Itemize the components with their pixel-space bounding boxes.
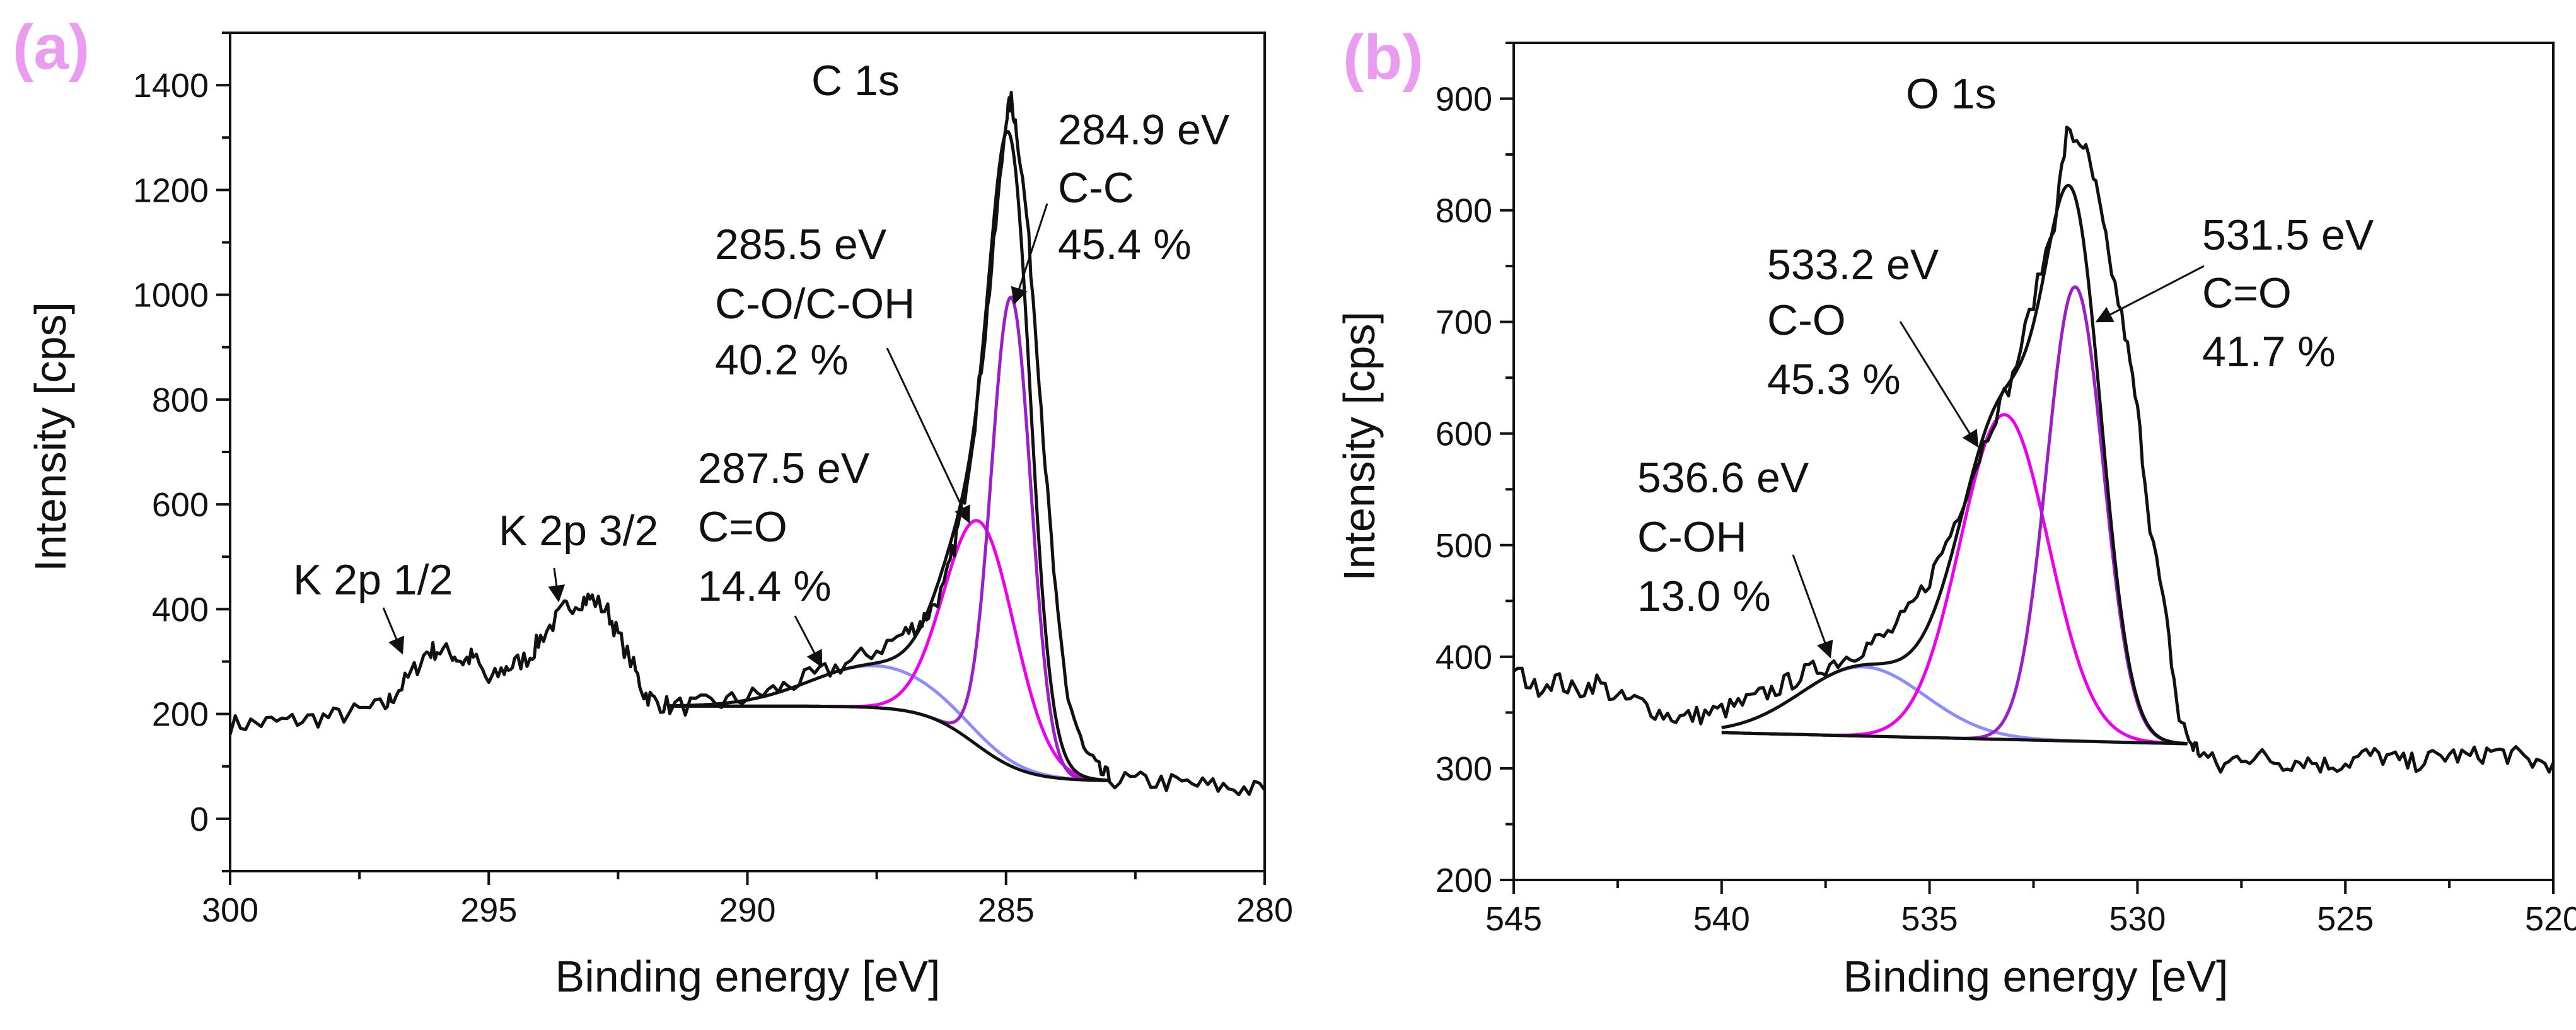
arrow-c=o-b	[2095, 265, 2205, 323]
plot-area-a: 300 295 290 285 280 0 200 400 600 800 1000 1200 1400	[133, 32, 1293, 929]
y-tick-label: 600	[152, 486, 209, 524]
y-axis-title-b: Intensity [cps]	[1335, 311, 1384, 581]
y-tick-label: 0	[190, 801, 209, 838]
fit-component-c-o	[670, 664, 1110, 782]
background-line	[1721, 731, 2188, 746]
x-tick-label: 530	[2109, 900, 2166, 938]
spectrum-title-a: C 1s	[811, 57, 900, 105]
y-tick-label: 900	[1436, 81, 1492, 119]
arrow-coh-b	[1792, 554, 1833, 659]
arrow-c=o	[794, 615, 823, 668]
fit-envelope	[1721, 183, 2188, 746]
annot-co-name: C-O	[1767, 296, 1846, 344]
y-tick-label: 200	[152, 696, 209, 734]
x-tick-label: 525	[2317, 900, 2374, 938]
annot-k2p12: K 2p 1/2	[293, 556, 453, 604]
x-tick-label: 545	[1485, 900, 1542, 938]
plot-area-b: 545 540 535 530 525 520 200 300 400 500 600 700 800 9…	[1436, 42, 2576, 938]
annot-coh-name: C-OH	[1637, 513, 1747, 561]
background-line	[670, 704, 1110, 782]
annot-c=o-energy: 287.5 eV	[698, 444, 870, 492]
x-tick-label: 540	[1693, 900, 1750, 938]
x-tick-label: 285	[978, 891, 1035, 929]
y-axis-title-a: Intensity [cps]	[26, 302, 75, 572]
annot-coh-energy: 536.6 eV	[1637, 454, 1809, 502]
annot-c=o-name: C=O	[2202, 269, 2292, 317]
arrow-cc	[1011, 203, 1048, 305]
y-tick-label: 700	[1436, 304, 1492, 342]
annot-co-percent: 45.3 %	[1767, 356, 1901, 403]
y-tick-label: 800	[152, 381, 209, 419]
x-axis-title-a: Binding energy [eV]	[555, 952, 941, 1001]
y-tick-label: 500	[1436, 527, 1492, 565]
annot-c=o-percent: 14.4 %	[698, 562, 832, 610]
annot-c=o-percent: 41.7 %	[2202, 328, 2336, 376]
arrow-k2p12	[382, 607, 405, 655]
fit-component-c-oh	[1721, 665, 2188, 746]
annot-k2p32: K 2p 3/2	[499, 507, 658, 555]
annot-co-name: C-O/C-OH	[715, 280, 915, 328]
panel-b-o1s: (b) 545 540 535 530 525 520 200 300 400 500 600 700…	[1335, 22, 2576, 1001]
x-tick-label: 290	[719, 891, 775, 929]
x-tick-label: 535	[1901, 900, 1958, 938]
annot-co-energy: 285.5 eV	[715, 221, 887, 269]
y-tick-label: 1200	[133, 171, 209, 209]
y-tick-label: 1000	[133, 277, 209, 315]
panel-label-a: (a)	[13, 12, 90, 83]
x-axis-title-b: Binding energy [eV]	[1843, 952, 2229, 1001]
panel-a-c1s: (a) 300 295 290 285 280 0 200 400 600 800 1000 1200…	[13, 12, 1293, 1001]
annot-cc-energy: 284.9 eV	[1058, 106, 1230, 154]
raw-spectrum	[1512, 125, 2555, 774]
annot-cc-percent: 45.4 %	[1058, 221, 1192, 269]
y-tick-label: 400	[152, 591, 209, 628]
annot-c=o-energy: 531.5 eV	[2202, 211, 2374, 259]
y-tick-label: 600	[1436, 415, 1492, 453]
spectrum-title-b: O 1s	[1906, 70, 1997, 118]
annot-c=o-name: C=O	[698, 503, 787, 551]
arrow-co-b	[1899, 321, 1979, 448]
annot-co-energy: 533.2 eV	[1767, 241, 1939, 289]
arrow-k2p32	[548, 567, 566, 603]
panel-label-b: (b)	[1343, 22, 1424, 93]
x-tick-label: 300	[202, 891, 258, 929]
annot-coh-percent: 13.0 %	[1637, 572, 1771, 620]
y-tick-label: 300	[1436, 750, 1492, 788]
y-tick-label: 800	[1436, 192, 1492, 230]
x-tick-label: 520	[2525, 900, 2576, 938]
annot-cc-name: C-C	[1058, 164, 1134, 212]
arrow-co	[886, 347, 970, 524]
x-tick-label: 280	[1236, 891, 1293, 929]
y-tick-label: 1400	[133, 67, 209, 105]
x-tick-label: 295	[460, 891, 517, 929]
y-tick-label: 200	[1436, 862, 1492, 900]
raw-spectrum	[228, 91, 1266, 797]
y-tick-label: 400	[1436, 639, 1492, 676]
annot-co-percent: 40.2 %	[715, 336, 849, 384]
